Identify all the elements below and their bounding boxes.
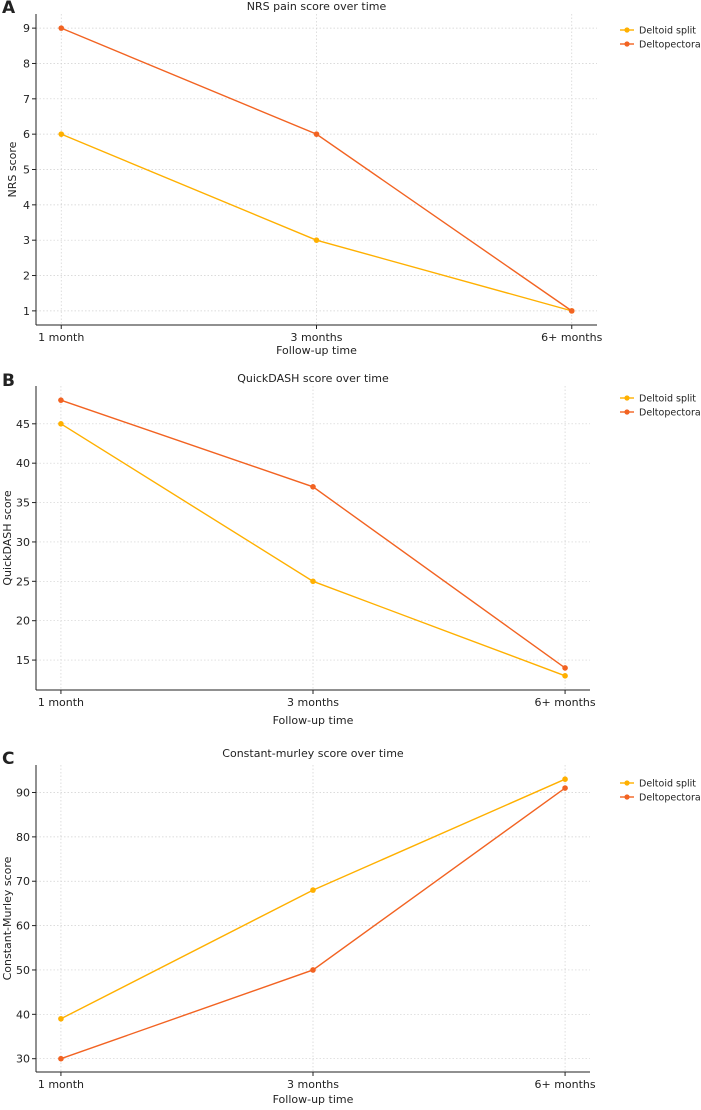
y-tick-label: 2 [23, 270, 30, 283]
legend-label: Deltoid split [639, 779, 696, 790]
y-tick-label: 45 [16, 418, 30, 431]
x-axis-label: Follow-up time [273, 1093, 354, 1106]
data-point-deltopectoral [310, 484, 316, 490]
y-tick-label: 30 [16, 1053, 30, 1066]
data-point-deltoid-split [562, 776, 568, 782]
y-tick-label: 30 [16, 536, 30, 549]
chart-panel-c: C Constant-murley score over time 30 40 50 60… [1, 747, 701, 1106]
data-point-deltopectoral [58, 397, 64, 403]
data-point-deltoid-split [310, 887, 316, 893]
legend-swatch-marker [624, 794, 630, 800]
x-tick-label: 1 month [38, 331, 84, 344]
y-tick-label: 40 [16, 457, 30, 470]
panel-letter: C [2, 749, 14, 769]
x-tick-label: 1 month [38, 1078, 84, 1091]
y-tick-label: 3 [23, 234, 30, 247]
y-tick-label: 90 [16, 787, 30, 800]
legend-swatch-marker [624, 780, 630, 786]
y-axis-label: NRS score [6, 141, 19, 197]
data-point-deltoid-split [58, 1015, 64, 1022]
data-point-deltopectoral [313, 131, 320, 137]
y-axis-label: QuickDASH score [1, 490, 14, 585]
legend-label: Deltoid split [639, 394, 696, 405]
x-tick-label: 6+ months [534, 696, 595, 709]
legend-label: Deltopectoral [639, 40, 701, 51]
y-tick-label: 1 [23, 305, 30, 318]
y-tick-label: 9 [23, 22, 30, 35]
y-tick-label: 8 [23, 57, 30, 70]
legend-swatch-marker [624, 41, 630, 47]
y-tick-label: 40 [16, 1008, 30, 1021]
panel-letter: A [2, 0, 16, 18]
data-point-deltoid-split [313, 237, 320, 243]
data-point-deltopectoral [568, 308, 575, 314]
y-tick-label: 35 [16, 497, 30, 510]
legend: Deltoid split Deltopectoral [620, 779, 701, 804]
panel-letter: B [2, 371, 15, 391]
x-tick-label: 6+ months [541, 331, 602, 344]
legend: Deltoid split Deltopectoral [620, 26, 701, 51]
data-point-deltopectoral [58, 25, 65, 31]
chart-panel-a: A NRS pain score over time 1 2 3 4 5 6 7 8 9 1 mont… [2, 0, 701, 357]
y-tick-label: 25 [16, 575, 30, 588]
y-tick-label: 60 [16, 920, 30, 933]
y-tick-label: 80 [16, 831, 30, 844]
chart-title: Constant-murley score over time [222, 747, 404, 760]
data-point-deltoid-split [562, 673, 568, 679]
legend-swatch-marker [624, 395, 630, 401]
legend-label: Deltopectoral [639, 408, 701, 419]
x-tick-label: 3 months [287, 1078, 339, 1091]
legend-label: Deltopectoral [639, 793, 701, 804]
legend-swatch-marker [624, 409, 630, 415]
x-tick-label: 3 months [291, 331, 343, 344]
legend: Deltoid split Deltopectoral [620, 394, 701, 419]
legend-label: Deltoid split [639, 26, 696, 37]
data-point-deltopectoral [58, 1055, 64, 1062]
chart-panel-b: B QuickDASH score over time 15 20 25 30 35 40 45… [1, 371, 701, 727]
x-axis-label: Follow-up time [273, 714, 354, 727]
chart-title: NRS pain score over time [247, 0, 387, 13]
data-point-deltoid-split [58, 131, 65, 137]
y-tick-label: 6 [23, 128, 30, 141]
data-point-deltoid-split [310, 578, 316, 585]
data-point-deltopectoral [310, 967, 316, 973]
y-tick-label: 20 [16, 615, 30, 628]
y-tick-label: 70 [16, 875, 30, 888]
y-tick-label: 4 [23, 199, 30, 212]
y-tick-label: 15 [16, 654, 30, 667]
y-axis-label: Constant-Murley score [1, 856, 14, 980]
x-tick-label: 3 months [287, 696, 339, 709]
legend-swatch-marker [624, 27, 630, 33]
chart-title: QuickDASH score over time [237, 372, 389, 385]
y-tick-label: 5 [23, 164, 30, 177]
data-point-deltopectoral [562, 785, 568, 791]
x-axis-label: Follow-up time [276, 344, 357, 357]
data-point-deltoid-split [58, 421, 64, 427]
y-tick-label: 7 [23, 93, 30, 106]
x-tick-label: 1 month [38, 696, 84, 709]
x-tick-label: 6+ months [534, 1078, 595, 1091]
y-tick-label: 50 [16, 964, 30, 977]
data-point-deltopectoral [562, 665, 568, 671]
